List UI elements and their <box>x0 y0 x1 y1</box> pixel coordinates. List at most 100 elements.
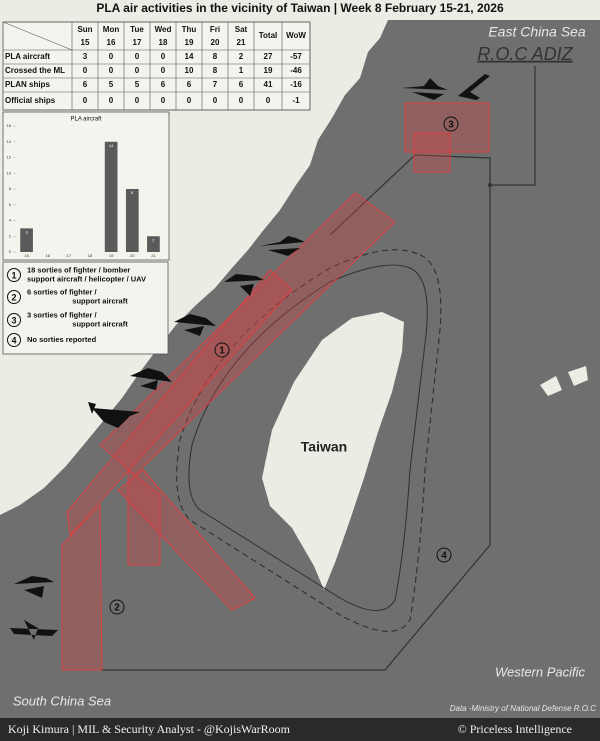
mini-chart: PLA aircraft 024681012141615316017018019… <box>2 111 170 261</box>
zone-marker <box>443 116 459 132</box>
column-header: Wed <box>155 25 172 34</box>
column-header: Mon <box>103 25 120 34</box>
table-cell: 1 <box>239 66 244 75</box>
x-tick-label: 17 <box>67 253 72 258</box>
aircraft-icon <box>402 78 448 100</box>
table-cell: 0 <box>83 96 88 105</box>
x-tick-label: 15 <box>24 253 29 258</box>
aircraft-icon <box>260 236 305 256</box>
legend-marker <box>7 333 21 347</box>
zone-area <box>61 503 103 671</box>
table-cell: -16 <box>290 80 302 89</box>
legend-text: support aircraft <box>72 319 128 328</box>
bar <box>20 228 33 252</box>
table-cell: 41 <box>264 80 273 89</box>
aircraft-icon <box>174 314 216 336</box>
table-cell: 0 <box>239 96 244 105</box>
south-china-sea-label: South China Sea <box>13 693 111 708</box>
value-label: 14 <box>109 143 114 148</box>
legend-number: 3 <box>11 315 16 325</box>
table-cell: 5 <box>109 80 114 89</box>
table-cell: 0 <box>109 52 114 61</box>
table-cell: -46 <box>290 66 302 75</box>
legend-number: 2 <box>11 292 16 302</box>
y-tick-label: 16 <box>7 123 12 128</box>
adiz-line <box>100 154 491 671</box>
column-date: 18 <box>159 38 168 47</box>
aircraft-icon <box>224 274 264 296</box>
table-cell: 6 <box>83 80 88 89</box>
table-frame <box>2 21 311 111</box>
column-date: 17 <box>133 38 142 47</box>
column-header: Sat <box>235 25 248 34</box>
footer-brand: © Priceless Intelligence <box>458 722 572 736</box>
column-date: 21 <box>237 38 246 47</box>
value-label: 2 <box>152 237 155 242</box>
zone-marker <box>109 599 125 615</box>
table-cell: 6 <box>239 80 244 89</box>
value-label: 8 <box>131 190 134 195</box>
zone-area <box>66 269 293 537</box>
x-tick-label: 16 <box>45 253 50 258</box>
aircraft-icon <box>458 74 490 100</box>
table-cell: 3 <box>83 52 88 61</box>
bar <box>104 141 118 252</box>
column-date: 15 <box>81 38 90 47</box>
column-header: Thu <box>182 25 197 34</box>
y-tick-label: 2 <box>9 233 12 238</box>
column-date: 16 <box>107 38 116 47</box>
x-tick-label: 19 <box>109 253 114 258</box>
table-cell: 10 <box>185 66 194 75</box>
x-tick-label: 18 <box>88 253 93 258</box>
x-tick-label: 21 <box>151 253 156 258</box>
adiz-label: R.O.C ADIZ <box>477 44 573 64</box>
table-cell: 0 <box>109 96 114 105</box>
footer-author: Koji Kimura | MIL & Security Analyst - @… <box>8 722 291 736</box>
table-cell: 5 <box>135 80 140 89</box>
legend-number: 4 <box>11 335 16 345</box>
east-china-sea-label: East China Sea <box>488 24 585 40</box>
summary-table: Sun15Mon16Tue17Wed18Thu19Fri20Sat21Total… <box>2 21 311 111</box>
legend-frame <box>2 261 169 355</box>
table-cell: 8 <box>213 52 218 61</box>
table-cell: 0 <box>187 96 192 105</box>
zone-marker <box>214 342 230 358</box>
value-label: 0 <box>47 249 50 254</box>
contiguous-zone <box>176 249 442 632</box>
row-label: PLA aircraft <box>5 52 50 61</box>
table-cell: 0 <box>109 66 114 75</box>
x-tick-label: 20 <box>130 253 135 258</box>
table-cell: 19 <box>264 66 273 75</box>
activity-zones <box>61 102 490 671</box>
legend-marker <box>7 268 21 282</box>
table-cell: 2 <box>239 52 244 61</box>
zone-number: 4 <box>441 551 447 562</box>
legend-text: support aircraft / helicopter / UAV <box>27 274 146 283</box>
column-header: Total <box>259 31 278 40</box>
legend-marker <box>7 313 21 327</box>
adiz-pointer <box>490 66 536 186</box>
legend-marker <box>7 290 21 304</box>
table-cell: 0 <box>83 66 88 75</box>
y-tick-label: 12 <box>7 155 12 160</box>
table-cell: 0 <box>161 96 166 105</box>
table-cell: 0 <box>161 52 166 61</box>
value-label: 0 <box>68 249 71 254</box>
aircraft-icons <box>10 74 490 640</box>
taiwan-island <box>262 312 404 590</box>
aircraft-icon <box>10 620 58 640</box>
bar <box>125 189 139 252</box>
footer-bar <box>0 718 600 741</box>
zone-markers: 1 2 3 4 <box>109 116 459 615</box>
adiz-dot <box>488 183 492 187</box>
aircraft-icon <box>14 576 54 598</box>
table-cell: 6 <box>161 80 166 89</box>
table-cell: 7 <box>213 80 218 89</box>
column-header: Tue <box>130 25 144 34</box>
bar <box>147 236 160 252</box>
aircraft-icon <box>130 368 172 390</box>
helicopter-icon <box>88 402 140 428</box>
table-cell: 0 <box>161 66 166 75</box>
